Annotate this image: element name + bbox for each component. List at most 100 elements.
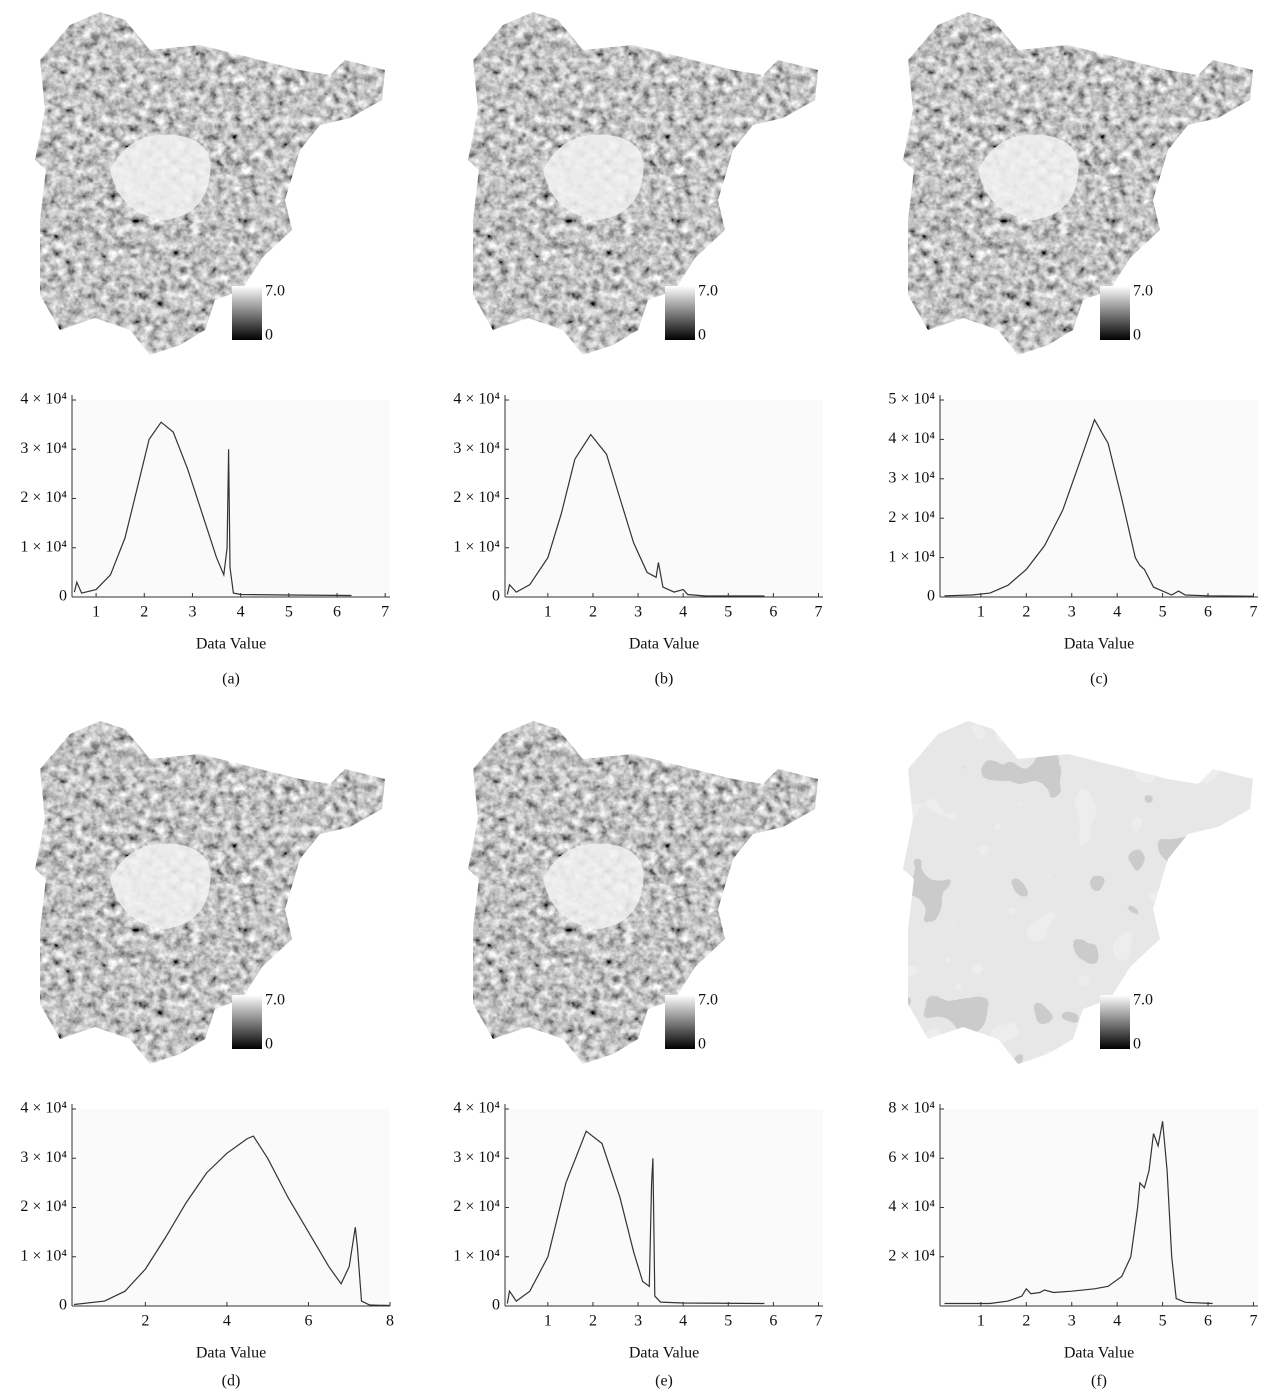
map <box>903 12 1253 355</box>
x-tick-label: 1 <box>977 1313 985 1330</box>
y-tick-label: 2 × 10⁴ <box>20 489 67 506</box>
y-tick-label: 0 <box>492 1297 500 1314</box>
colorbar-label: 7.0 <box>265 992 285 1009</box>
colorbar <box>232 995 262 1049</box>
panel-label: (c) <box>1090 671 1108 688</box>
histogram-line <box>506 1130 765 1305</box>
x-tick-label: 2 <box>140 604 148 621</box>
colorbar-label: 0 <box>1133 1036 1141 1053</box>
colorbar-label: 7.0 <box>265 283 285 300</box>
x-tick-label: 3 <box>188 604 196 621</box>
histogram-line <box>506 433 765 597</box>
x-tick-label: 3 <box>634 1313 642 1330</box>
colorbar <box>1100 995 1130 1049</box>
y-tick-label: 3 × 10⁴ <box>20 1149 67 1166</box>
x-tick-label: 6 <box>1204 1313 1212 1330</box>
x-axis-label: Data Value <box>629 636 699 653</box>
map-bright-area <box>543 134 644 220</box>
colorbar <box>232 286 262 340</box>
y-tick-label: 4 × 10⁴ <box>20 391 67 408</box>
x-tick-label: 6 <box>769 1313 777 1330</box>
colorbar-label: 7.0 <box>698 992 718 1009</box>
x-tick-label: 4 <box>679 604 687 621</box>
x-tick-label: 1 <box>977 604 985 621</box>
x-tick-label: 1 <box>544 1313 552 1330</box>
x-tick-label: 5 <box>1159 604 1167 621</box>
y-tick-label: 6 × 10⁴ <box>888 1149 935 1166</box>
map <box>35 721 385 1064</box>
map-bright-area <box>110 134 211 220</box>
x-tick-label: 7 <box>1249 604 1257 621</box>
panel-label: (b) <box>655 671 674 688</box>
y-tick-label: 5 × 10⁴ <box>888 391 935 408</box>
x-tick-label: 7 <box>381 604 389 621</box>
histogram-line <box>73 421 352 597</box>
y-tick-label: 4 × 10⁴ <box>20 1100 67 1117</box>
x-axis-label: Data Value <box>629 1345 699 1362</box>
y-tick-label: 2 × 10⁴ <box>888 1247 935 1264</box>
map-texture <box>35 12 385 355</box>
x-axis-label: Data Value <box>196 1345 266 1362</box>
x-tick-label: 5 <box>285 604 293 621</box>
x-tick-label: 4 <box>237 604 245 621</box>
colorbar <box>665 286 695 340</box>
y-tick-label: 4 × 10⁴ <box>453 1100 500 1117</box>
map-bright-area <box>978 134 1079 220</box>
colorbar <box>1100 286 1130 340</box>
x-tick-label: 6 <box>1204 604 1212 621</box>
map-bright-area <box>543 843 644 929</box>
plot-area <box>505 1109 823 1306</box>
colorbar-label: 0 <box>698 327 706 344</box>
x-tick-label: 8 <box>386 1313 394 1330</box>
x-tick-label: 6 <box>333 604 341 621</box>
x-tick-label: 7 <box>814 1313 822 1330</box>
y-tick-label: 1 × 10⁴ <box>20 538 67 555</box>
y-tick-label: 2 × 10⁴ <box>20 1198 67 1215</box>
y-tick-label: 0 <box>59 1297 67 1314</box>
colorbar-label: 7.0 <box>698 283 718 300</box>
x-axis-label: Data Value <box>196 636 266 653</box>
x-tick-label: 2 <box>141 1313 149 1330</box>
y-tick-label: 8 × 10⁴ <box>888 1100 935 1117</box>
y-tick-label: 2 × 10⁴ <box>453 489 500 506</box>
x-tick-label: 3 <box>1068 604 1076 621</box>
y-tick-label: 3 × 10⁴ <box>888 469 935 486</box>
y-tick-label: 1 × 10⁴ <box>453 538 500 555</box>
x-tick-label: 5 <box>724 604 732 621</box>
colorbar-label: 0 <box>265 1036 273 1053</box>
y-tick-label: 1 × 10⁴ <box>20 1247 67 1264</box>
y-tick-label: 0 <box>492 588 500 605</box>
plot-area <box>505 400 823 597</box>
colorbar-label: 0 <box>1133 327 1141 344</box>
x-tick-label: 7 <box>814 604 822 621</box>
y-tick-label: 3 × 10⁴ <box>453 440 500 457</box>
panel: 0 7.0 2 × 10⁴ 4 × 10⁴ 6 × 10⁴ 8 × 10⁴ 1 2 3 4 5 6 7 D… <box>888 721 1258 1390</box>
map-texture <box>468 721 818 1064</box>
y-tick-label: 0 <box>927 588 935 605</box>
y-tick-label: 1 × 10⁴ <box>888 548 935 565</box>
map <box>35 12 385 355</box>
y-tick-label: 2 × 10⁴ <box>453 1198 500 1215</box>
y-tick-label: 3 × 10⁴ <box>20 440 67 457</box>
plot-area <box>72 400 390 597</box>
x-tick-label: 1 <box>92 604 100 621</box>
y-tick-label: 1 × 10⁴ <box>453 1247 500 1264</box>
panel: 0 7.0 0 1 × 10⁴ 2 × 10⁴ 3 × 10⁴ 4 × 10⁴ 2 4 6 8 Dat… <box>20 721 394 1390</box>
colorbar <box>665 995 695 1049</box>
y-tick-label: 4 × 10⁴ <box>888 1198 935 1215</box>
x-tick-label: 4 <box>1113 604 1121 621</box>
colorbar-label: 0 <box>265 327 273 344</box>
x-axis-label: Data Value <box>1064 1345 1134 1362</box>
y-tick-label: 0 <box>59 588 67 605</box>
colorbar-label: 7.0 <box>1133 992 1153 1009</box>
colorbar-label: 0 <box>698 1036 706 1053</box>
plot-area <box>940 1109 1258 1306</box>
x-tick-label: 4 <box>1113 1313 1121 1330</box>
y-tick-label: 4 × 10⁴ <box>453 391 500 408</box>
x-tick-label: 2 <box>589 604 597 621</box>
x-tick-label: 2 <box>589 1313 597 1330</box>
panel: 0 7.0 0 1 × 10⁴ 2 × 10⁴ 3 × 10⁴ 4 × 10⁴ 1 2 3 4 5 6 7… <box>20 12 390 688</box>
colorbar-label: 7.0 <box>1133 283 1153 300</box>
panel: 0 7.0 0 1 × 10⁴ 2 × 10⁴ 3 × 10⁴ 4 × 10⁴ 1 2 3 4 5 6 7… <box>453 12 823 688</box>
